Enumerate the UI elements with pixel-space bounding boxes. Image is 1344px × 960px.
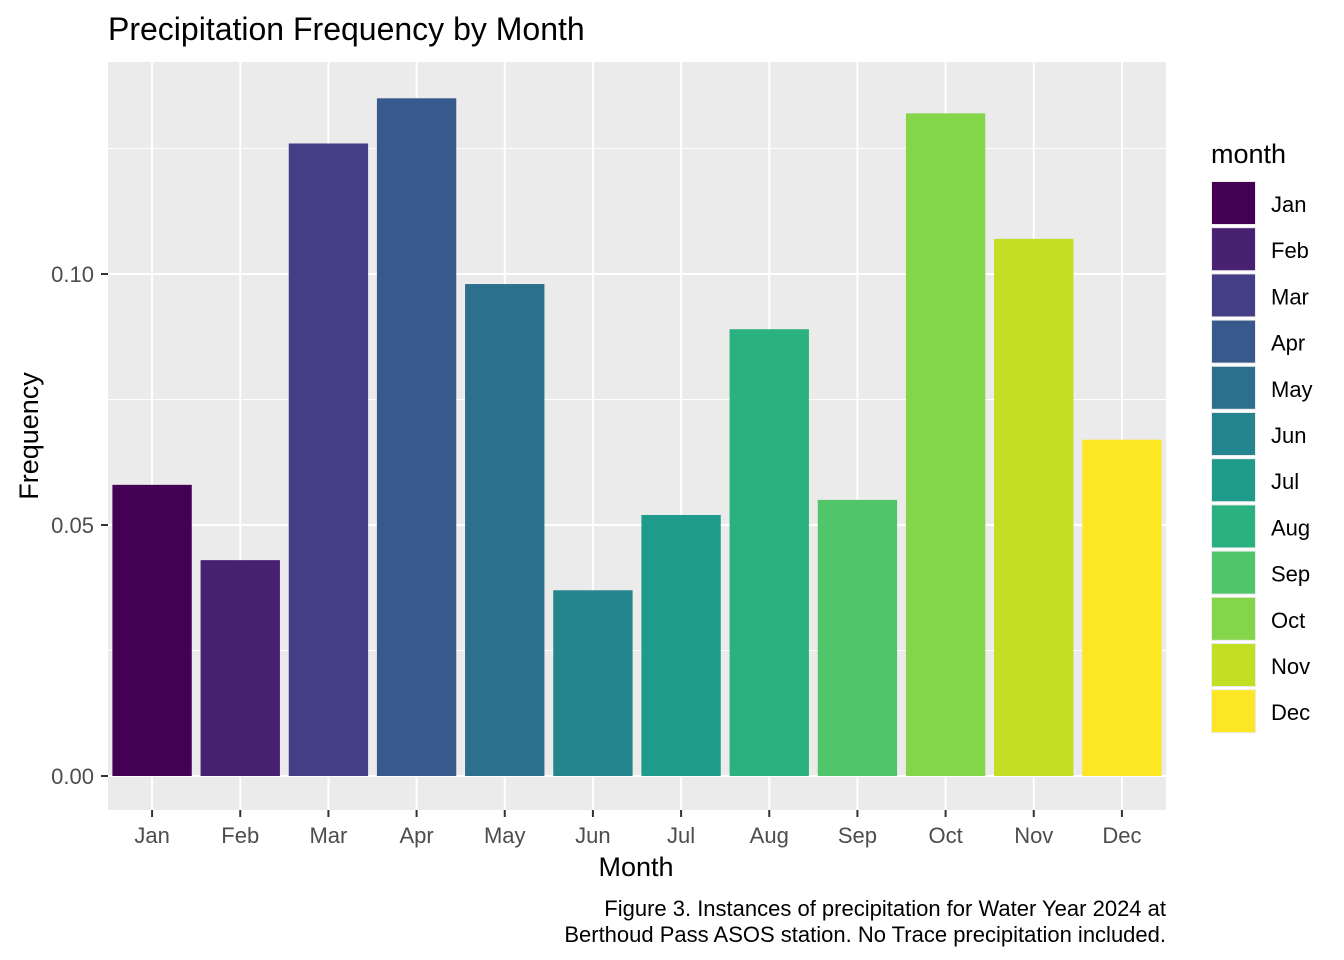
legend-swatch-feb — [1212, 228, 1255, 271]
y-tick-label: 0.00 — [51, 764, 94, 789]
y-axis-title: Frequency — [14, 372, 44, 500]
x-tick-label: Jul — [667, 823, 695, 848]
plot-panel — [108, 62, 1166, 810]
bar-may — [465, 284, 545, 776]
bar-apr — [376, 98, 457, 777]
x-axis-title: Month — [598, 852, 673, 882]
legend-label: Oct — [1271, 608, 1305, 633]
bar-jan — [112, 484, 192, 776]
y-tick-label: 0.10 — [51, 262, 94, 287]
legend-label: Aug — [1271, 515, 1310, 540]
x-tick-label: Jan — [134, 823, 169, 848]
legend-swatch-nov — [1212, 644, 1255, 686]
bar-sep — [817, 499, 898, 776]
legend-label: Nov — [1271, 654, 1310, 679]
x-tick-label: Mar — [309, 823, 347, 848]
y-axis: 0.00 0.05 0.10 — [51, 262, 108, 789]
legend-label: Apr — [1271, 331, 1305, 356]
legend-label: Feb — [1271, 238, 1309, 263]
bar-jul — [641, 514, 721, 776]
x-axis: Jan Feb Mar Apr May Jun Jul Aug Sep Oct Nov Dec — [134, 810, 1141, 848]
legend-swatch-jan — [1212, 182, 1255, 224]
x-tick-label: Apr — [399, 823, 433, 848]
legend-label: Mar — [1271, 284, 1309, 309]
legend-label: May — [1271, 377, 1313, 402]
x-tick-label: Oct — [928, 823, 962, 848]
bar-feb — [200, 560, 280, 776]
legend-swatch-jun — [1212, 413, 1255, 455]
caption-line-1: Figure 3. Instances of precipitation for… — [604, 896, 1166, 921]
x-tick-label: Jun — [575, 823, 610, 848]
x-tick-label: Aug — [750, 823, 789, 848]
caption-line-2: Berthoud Pass ASOS station. No Trace pre… — [564, 922, 1166, 947]
legend-label: Jun — [1271, 423, 1306, 448]
legend: month Jan Feb Mar Apr May Jun Jul Aug Sep Oct Nov D… — [1211, 139, 1313, 734]
bar-oct — [905, 113, 986, 777]
legend-swatch-dec — [1212, 690, 1255, 733]
legend-swatch-apr — [1212, 320, 1255, 363]
x-tick-label: Dec — [1102, 823, 1141, 848]
legend-label: Dec — [1271, 700, 1310, 725]
bars — [112, 98, 1162, 777]
legend-title: month — [1211, 139, 1286, 169]
bar-mar — [288, 143, 369, 777]
y-tick-label: 0.05 — [51, 513, 94, 538]
bar-jun — [553, 590, 633, 776]
legend-swatch-oct — [1212, 597, 1255, 640]
x-tick-label: Feb — [221, 823, 259, 848]
legend-label: Jul — [1271, 469, 1299, 494]
legend-swatch-aug — [1212, 505, 1255, 548]
legend-swatch-may — [1212, 366, 1255, 409]
bar-aug — [729, 329, 809, 776]
legend-swatch-mar — [1212, 274, 1255, 317]
chart-title: Precipitation Frequency by Month — [108, 11, 585, 47]
x-tick-label: Sep — [838, 823, 877, 848]
x-tick-label: May — [484, 823, 526, 848]
legend-label: Jan — [1271, 192, 1306, 217]
bar-dec — [1082, 439, 1162, 776]
bar-nov — [994, 238, 1074, 777]
legend-label: Sep — [1271, 562, 1310, 587]
legend-swatch-sep — [1212, 551, 1255, 594]
legend-swatch-jul — [1212, 459, 1255, 502]
x-tick-label: Nov — [1014, 823, 1053, 848]
